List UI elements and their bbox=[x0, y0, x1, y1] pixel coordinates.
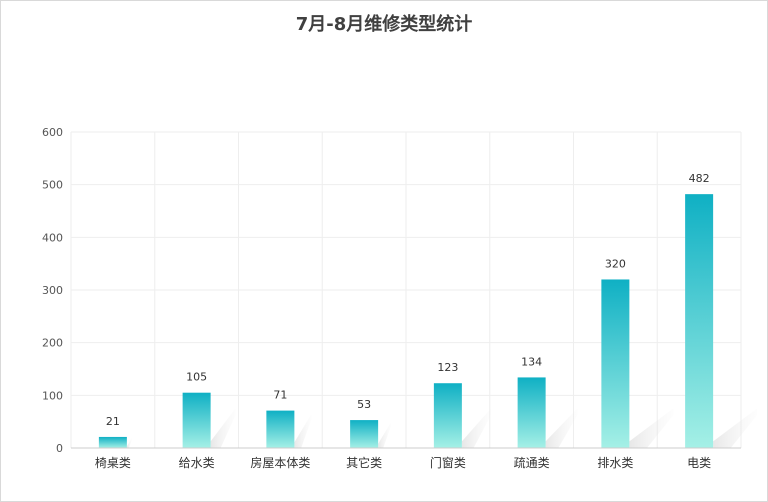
x-tick-label: 排水类 bbox=[597, 456, 633, 470]
bar bbox=[350, 420, 379, 448]
chart-title: 7月-8月维修类型统计 bbox=[295, 14, 473, 35]
x-tick-label: 给水类 bbox=[179, 456, 215, 470]
bar-shadow bbox=[126, 438, 132, 448]
data-label: 21 bbox=[106, 415, 120, 428]
y-tick-label: 500 bbox=[42, 179, 63, 192]
bar-shadow bbox=[461, 408, 492, 448]
bar-shadow bbox=[545, 408, 578, 448]
y-tick-label: 400 bbox=[42, 231, 63, 244]
bar bbox=[685, 194, 714, 448]
bar bbox=[433, 383, 462, 448]
data-label: 53 bbox=[357, 398, 371, 411]
data-label: 71 bbox=[273, 389, 287, 402]
data-label: 123 bbox=[437, 361, 458, 374]
y-tick-label: 300 bbox=[42, 284, 63, 297]
bar bbox=[182, 392, 211, 448]
y-tick-label: 200 bbox=[42, 337, 63, 350]
x-tick-label: 椅桌类 bbox=[95, 456, 131, 470]
bar-shadow bbox=[210, 408, 236, 448]
bar-shadow bbox=[629, 408, 674, 448]
bar bbox=[601, 279, 630, 448]
bar bbox=[98, 436, 127, 448]
x-tick-label: 门窗类 bbox=[430, 455, 466, 470]
data-label: 482 bbox=[689, 172, 710, 185]
y-tick-label: 100 bbox=[42, 389, 63, 402]
bar-shadow bbox=[294, 414, 312, 448]
bar bbox=[517, 377, 546, 448]
y-tick-label: 0 bbox=[56, 442, 63, 455]
data-label: 105 bbox=[186, 371, 207, 384]
y-tick-label: 600 bbox=[42, 126, 63, 139]
bar bbox=[266, 410, 295, 448]
x-tick-label: 电类 bbox=[687, 456, 711, 470]
bar-shadow bbox=[713, 408, 758, 448]
data-label: 320 bbox=[605, 257, 626, 270]
bar-shadow bbox=[378, 422, 391, 448]
x-tick-label: 房屋本体类 bbox=[250, 455, 310, 470]
x-tick-label: 其它类 bbox=[346, 455, 382, 470]
data-label: 134 bbox=[521, 355, 542, 368]
x-tick-label: 疏通类 bbox=[514, 455, 550, 470]
